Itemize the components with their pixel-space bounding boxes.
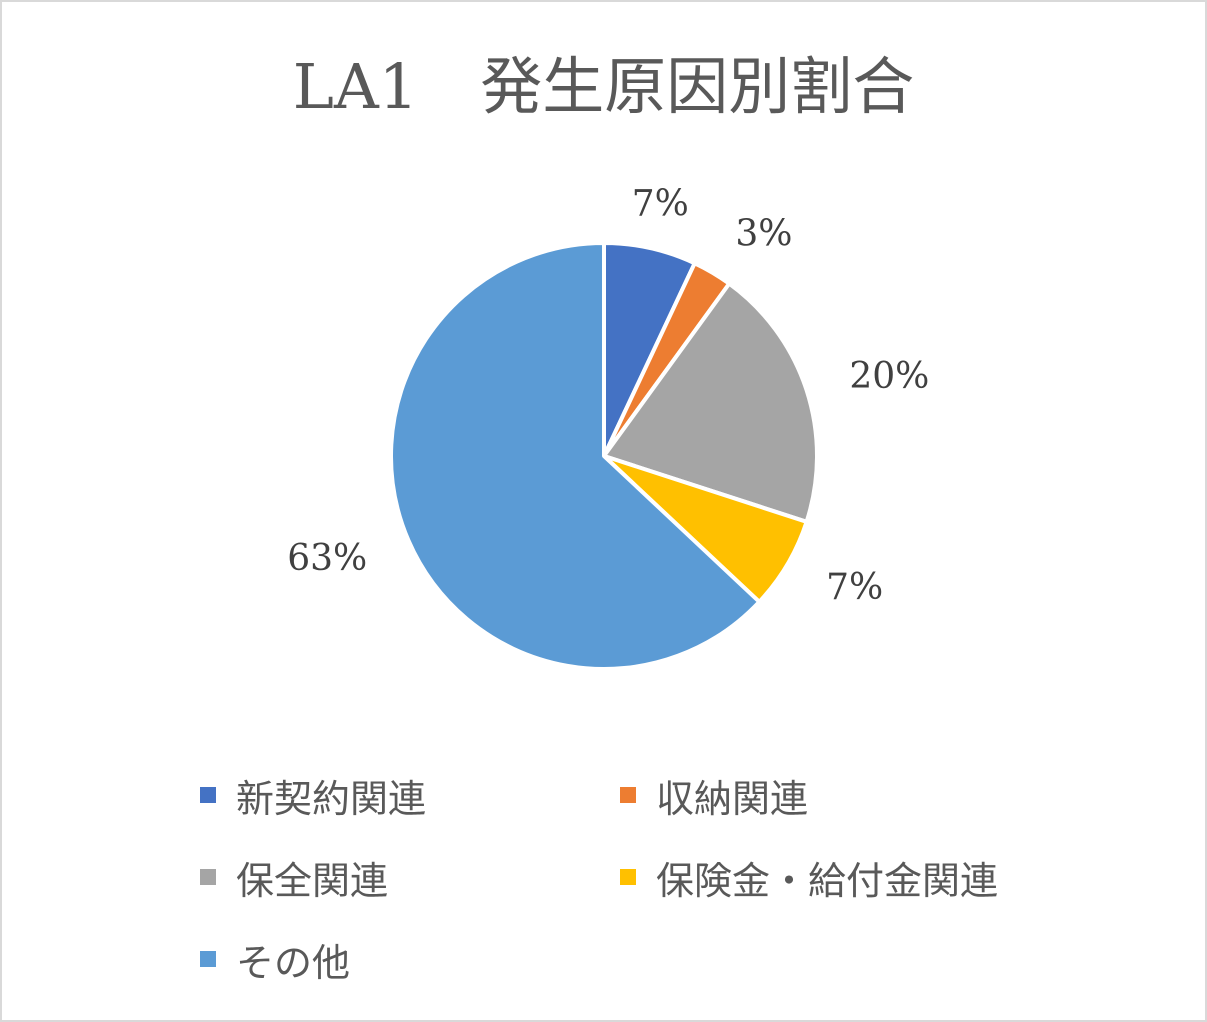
data-label-4: 7% bbox=[826, 567, 883, 608]
legend-label-3: 保全関連 bbox=[236, 858, 389, 903]
legend-swatch-3 bbox=[200, 869, 216, 885]
data-label-1: 7% bbox=[632, 184, 689, 225]
legend: 新契約関連 収納関連保全関連 保険金・給付金関連その他 bbox=[200, 768, 1080, 986]
data-label-2: 3% bbox=[735, 213, 792, 254]
pie-slices bbox=[389, 241, 819, 671]
legend-label-1: 新契約関連 bbox=[236, 776, 427, 821]
legend-item-5: その他 bbox=[200, 932, 620, 986]
data-label-3: 20% bbox=[849, 356, 929, 397]
legend-swatch-4 bbox=[620, 869, 636, 885]
legend-item-3: 保全関連 bbox=[200, 850, 620, 904]
pie-slice-5 bbox=[389, 241, 762, 671]
pie-slice-3 bbox=[602, 281, 819, 524]
legend-swatch-5 bbox=[200, 951, 216, 967]
legend-label-5: その他 bbox=[236, 940, 351, 985]
legend-item-1: 新契約関連 bbox=[200, 768, 620, 822]
data-label-5: 63% bbox=[287, 538, 367, 579]
legend-swatch-2 bbox=[620, 787, 636, 803]
legend-item-4: 保険金・給付金関連 bbox=[620, 850, 1080, 904]
legend-swatch-1 bbox=[200, 787, 216, 803]
legend-item-2: 収納関連 bbox=[620, 768, 1080, 822]
chart-title: LA1 発生原因別割合 bbox=[292, 50, 915, 123]
legend-label-2: 収納関連 bbox=[656, 776, 809, 821]
pie-data-labels: 7% 3% 20% 7% 63% bbox=[287, 184, 929, 608]
legend-label-4: 保険金・給付金関連 bbox=[656, 858, 999, 903]
